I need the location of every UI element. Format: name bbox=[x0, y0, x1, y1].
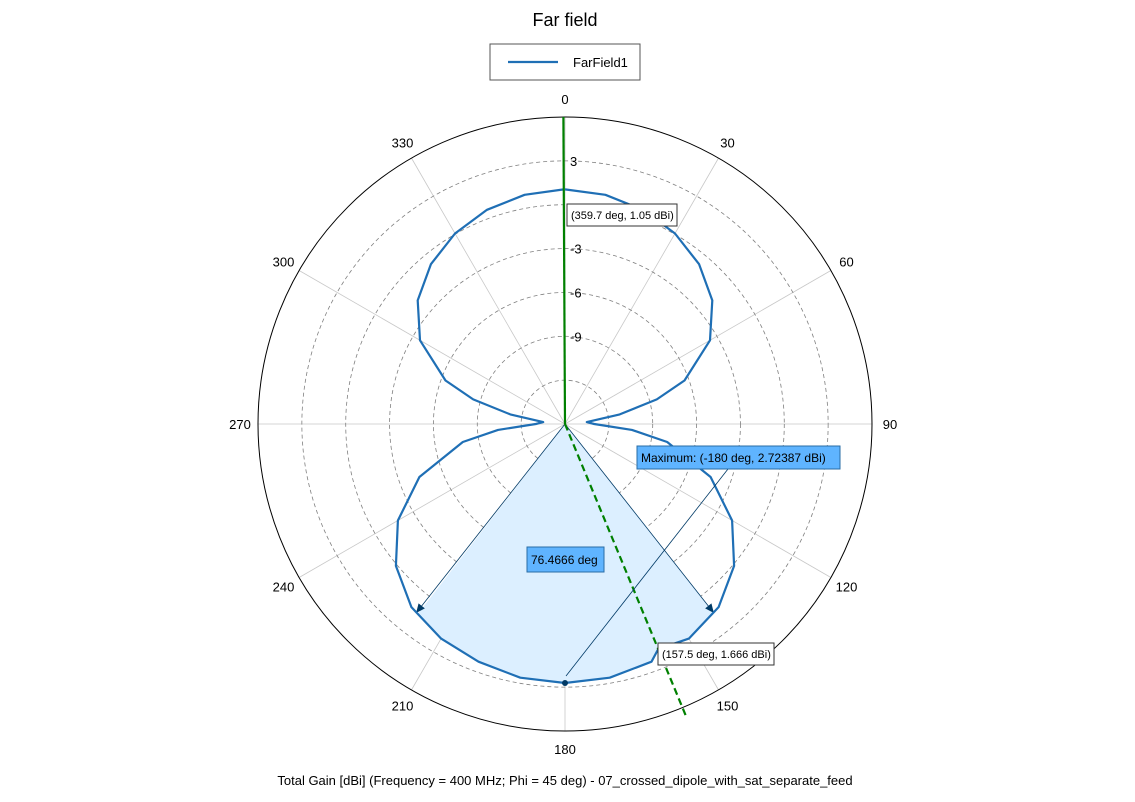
chart-title: Far field bbox=[532, 10, 597, 30]
tick-labels: 0 30 60 90 120 150 180 210 240 270 300 330 3 -3 -6 -9 bbox=[229, 92, 897, 757]
marker2-annotation[interactable]: (157.5 deg, 1.666 dBi) bbox=[657, 642, 775, 666]
spoke-240 bbox=[298, 423, 566, 578]
radial-tick--9: -9 bbox=[570, 329, 582, 344]
series-layer bbox=[394, 188, 736, 687]
theta-tick-90: 90 bbox=[883, 417, 897, 432]
cursor-line-2 bbox=[563, 423, 687, 716]
cursor-layer[interactable] bbox=[562, 116, 687, 716]
maximum-box bbox=[636, 445, 841, 470]
radial-tick--3: -3 bbox=[570, 242, 582, 257]
theta-tick-180: 180 bbox=[554, 742, 576, 757]
spoke-120 bbox=[564, 423, 832, 578]
spoke-30 bbox=[564, 157, 719, 425]
beamwidth-edge-1 bbox=[415, 423, 566, 614]
beamwidth-label: 76.4666 deg bbox=[531, 553, 598, 567]
beamwidth-edge-0 bbox=[564, 423, 715, 614]
radial-ring-3 bbox=[301, 160, 829, 688]
beamwidth-arrow-0 bbox=[705, 603, 714, 613]
radial-tick-3: 3 bbox=[570, 154, 577, 169]
maximum-label: Maximum: (-180 deg, 2.72387 dBi) bbox=[641, 451, 826, 465]
marker1-label: (359.7 deg, 1.05 dBi) bbox=[571, 210, 674, 222]
spoke-330 bbox=[411, 157, 566, 425]
theta-tick-0: 0 bbox=[561, 92, 568, 107]
beamwidth-arrow-1 bbox=[416, 603, 425, 613]
radial-tick--6: -6 bbox=[570, 285, 582, 300]
beamwidth-annotation[interactable]: 76.4666 deg bbox=[526, 546, 605, 573]
theta-tick-60: 60 bbox=[839, 255, 853, 270]
theta-tick-210: 210 bbox=[392, 699, 414, 714]
series-farfield1-line bbox=[394, 188, 736, 685]
legend[interactable]: FarField1 bbox=[489, 43, 641, 81]
marker1-box bbox=[566, 203, 678, 227]
theta-tick-270: 270 bbox=[229, 417, 251, 432]
spoke-60 bbox=[564, 270, 832, 425]
legend-entry-farfield1: FarField1 bbox=[573, 55, 628, 70]
theta-tick-30: 30 bbox=[720, 136, 734, 151]
maximum-annotation[interactable]: Maximum: (-180 deg, 2.72387 dBi) bbox=[565, 445, 841, 677]
maximum-leader-line bbox=[565, 468, 729, 677]
theta-tick-150: 150 bbox=[717, 699, 739, 714]
theta-tick-330: 330 bbox=[392, 136, 414, 151]
theta-tick-300: 300 bbox=[273, 255, 295, 270]
maximum-point bbox=[562, 680, 568, 687]
cursor-line-1 bbox=[562, 116, 567, 425]
marker2-box bbox=[657, 642, 775, 666]
theta-tick-240: 240 bbox=[273, 580, 295, 595]
theta-tick-120: 120 bbox=[836, 580, 858, 595]
beamwidth-box bbox=[526, 546, 605, 573]
radial-ring--9 bbox=[476, 335, 654, 513]
chart-footer: Total Gain [dBi] (Frequency = 400 MHz; P… bbox=[277, 773, 852, 788]
marker2-label: (157.5 deg, 1.666 dBi) bbox=[662, 649, 771, 661]
spoke-300 bbox=[298, 270, 566, 425]
outer-ring bbox=[257, 116, 873, 732]
marker1-annotation[interactable]: (359.7 deg, 1.05 dBi) bbox=[566, 203, 678, 227]
